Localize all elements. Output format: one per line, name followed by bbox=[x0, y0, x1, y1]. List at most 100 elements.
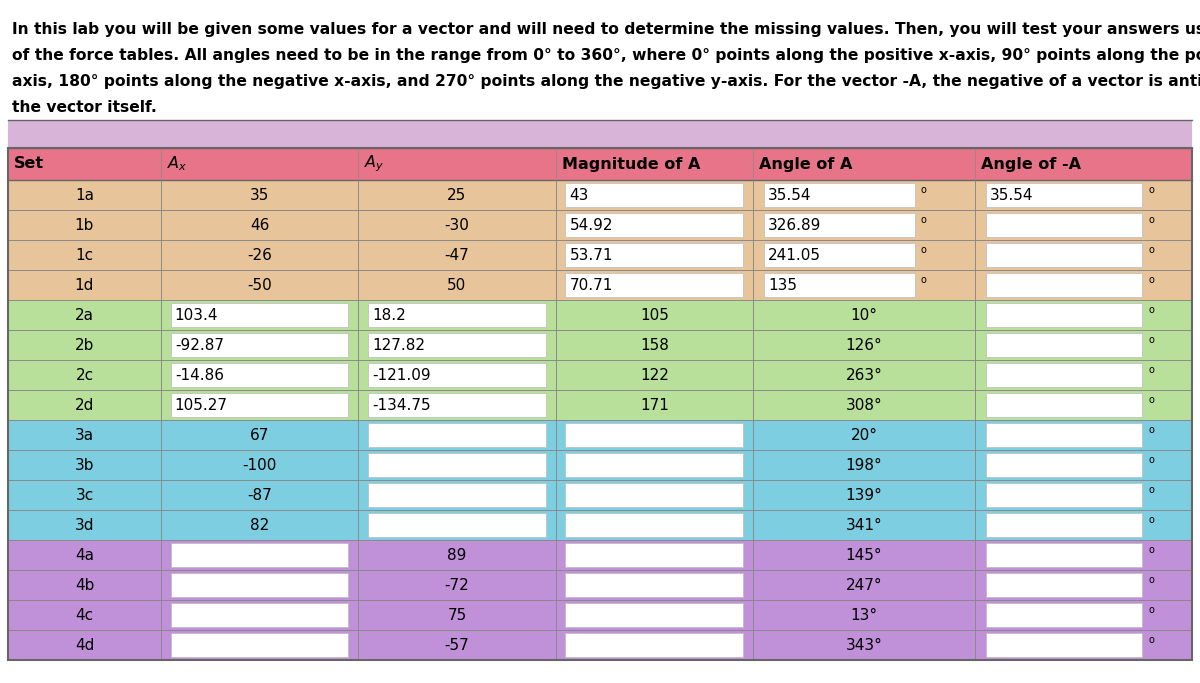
Bar bbox=[170, 333, 348, 357]
Bar bbox=[565, 633, 743, 657]
Text: 343°: 343° bbox=[846, 637, 882, 652]
Bar bbox=[368, 333, 546, 357]
Text: 2b: 2b bbox=[74, 337, 94, 352]
Bar bbox=[985, 303, 1142, 327]
Bar bbox=[764, 213, 914, 237]
Text: -121.09: -121.09 bbox=[372, 367, 431, 382]
Bar bbox=[170, 543, 348, 567]
Text: $A_x$: $A_x$ bbox=[167, 154, 187, 173]
Text: o: o bbox=[920, 185, 926, 195]
Text: 126°: 126° bbox=[846, 337, 882, 352]
Bar bbox=[985, 393, 1142, 417]
Bar bbox=[985, 423, 1142, 447]
Bar bbox=[8, 540, 1192, 570]
Bar bbox=[368, 363, 546, 387]
Bar bbox=[565, 513, 743, 537]
Bar bbox=[170, 363, 348, 387]
Text: Angle of -A: Angle of -A bbox=[980, 156, 1081, 171]
Text: 1d: 1d bbox=[74, 277, 94, 292]
Bar bbox=[985, 453, 1142, 477]
Text: 54.92: 54.92 bbox=[570, 217, 613, 232]
Bar bbox=[985, 513, 1142, 537]
Bar bbox=[8, 8, 1192, 120]
Bar bbox=[8, 148, 1192, 660]
Text: 198°: 198° bbox=[846, 458, 882, 473]
Text: 247°: 247° bbox=[846, 578, 882, 592]
Text: 3b: 3b bbox=[74, 458, 95, 473]
Bar bbox=[985, 243, 1142, 267]
Bar bbox=[170, 393, 348, 417]
Text: 53.71: 53.71 bbox=[570, 247, 613, 262]
Text: 43: 43 bbox=[570, 188, 589, 202]
Text: 89: 89 bbox=[448, 548, 467, 563]
Bar bbox=[170, 633, 348, 657]
Text: Angle of A: Angle of A bbox=[758, 156, 852, 171]
Bar bbox=[985, 213, 1142, 237]
Bar bbox=[565, 453, 743, 477]
Text: 103.4: 103.4 bbox=[175, 307, 218, 322]
Text: o: o bbox=[1148, 365, 1154, 375]
Bar bbox=[8, 510, 1192, 540]
Text: o: o bbox=[1148, 215, 1154, 225]
Bar bbox=[170, 603, 348, 627]
Bar bbox=[170, 303, 348, 327]
Bar bbox=[8, 600, 1192, 630]
Text: 263°: 263° bbox=[846, 367, 882, 382]
Bar bbox=[8, 480, 1192, 510]
Bar bbox=[985, 363, 1142, 387]
Bar bbox=[764, 273, 914, 297]
Text: o: o bbox=[1148, 395, 1154, 405]
Bar bbox=[565, 183, 743, 207]
Bar bbox=[565, 603, 743, 627]
Text: 20°: 20° bbox=[851, 428, 877, 443]
Text: o: o bbox=[1148, 635, 1154, 645]
Text: o: o bbox=[1148, 605, 1154, 615]
Text: 10°: 10° bbox=[851, 307, 877, 322]
Text: o: o bbox=[1148, 575, 1154, 585]
Text: -26: -26 bbox=[247, 247, 272, 262]
Bar bbox=[8, 180, 1192, 210]
Bar bbox=[985, 483, 1142, 507]
Bar bbox=[985, 573, 1142, 597]
Bar bbox=[8, 420, 1192, 450]
Text: 3c: 3c bbox=[76, 488, 94, 503]
Text: 241.05: 241.05 bbox=[768, 247, 821, 262]
Text: -57: -57 bbox=[444, 637, 469, 652]
Text: 326.89: 326.89 bbox=[768, 217, 822, 232]
Text: 4d: 4d bbox=[74, 637, 94, 652]
Text: 46: 46 bbox=[250, 217, 269, 232]
Text: 2c: 2c bbox=[76, 367, 94, 382]
Text: o: o bbox=[1148, 485, 1154, 495]
Text: 135: 135 bbox=[768, 277, 797, 292]
Text: 1c: 1c bbox=[76, 247, 94, 262]
Text: o: o bbox=[1148, 515, 1154, 525]
Text: 158: 158 bbox=[640, 337, 668, 352]
Bar bbox=[8, 330, 1192, 360]
Text: o: o bbox=[1148, 425, 1154, 435]
Bar bbox=[985, 183, 1142, 207]
Bar bbox=[8, 148, 1192, 180]
Text: -100: -100 bbox=[242, 458, 277, 473]
Text: 105.27: 105.27 bbox=[175, 398, 228, 413]
Text: 127.82: 127.82 bbox=[372, 337, 425, 352]
Bar bbox=[368, 423, 546, 447]
Bar bbox=[565, 483, 743, 507]
Bar bbox=[764, 183, 914, 207]
Text: o: o bbox=[1148, 305, 1154, 315]
Text: 1a: 1a bbox=[74, 188, 94, 202]
Bar bbox=[764, 243, 914, 267]
Bar bbox=[8, 300, 1192, 330]
Bar bbox=[8, 120, 1192, 148]
Text: Magnitude of A: Magnitude of A bbox=[562, 156, 700, 171]
Bar bbox=[565, 543, 743, 567]
Text: -14.86: -14.86 bbox=[175, 367, 224, 382]
Text: -50: -50 bbox=[247, 277, 272, 292]
Bar bbox=[368, 483, 546, 507]
Text: 3a: 3a bbox=[74, 428, 94, 443]
Bar bbox=[368, 513, 546, 537]
Text: 2a: 2a bbox=[74, 307, 94, 322]
Bar bbox=[368, 453, 546, 477]
Text: 35.54: 35.54 bbox=[768, 188, 811, 202]
Bar bbox=[565, 213, 743, 237]
Bar bbox=[8, 240, 1192, 270]
